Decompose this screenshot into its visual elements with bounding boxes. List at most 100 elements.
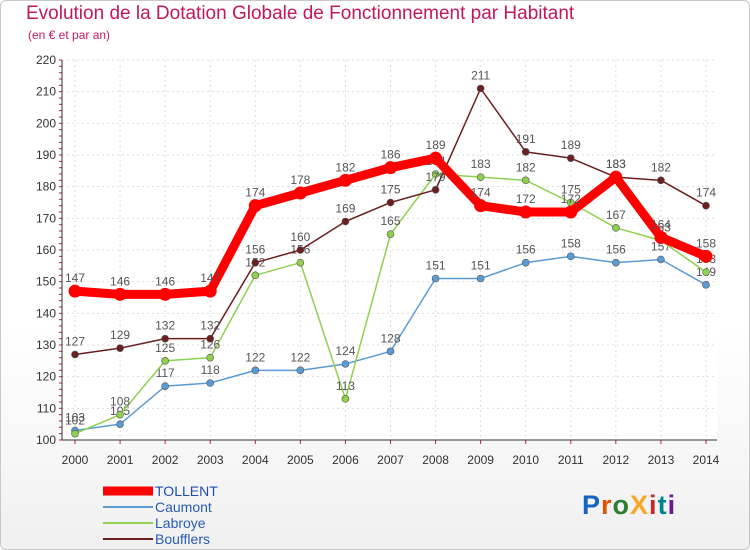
data-label-boufflers: 129 (110, 328, 130, 342)
logo-letter: t (657, 490, 668, 520)
data-label-boufflers: 132 (200, 319, 220, 333)
data-label-labroye: 126 (200, 338, 220, 352)
x-tick-label: 2002 (152, 453, 179, 467)
x-tick-label: 2001 (107, 453, 134, 467)
data-label-labroye: 175 (561, 183, 581, 197)
data-point-tollent (429, 151, 443, 165)
data-label-tollent: 164 (651, 217, 671, 231)
x-tick-label: 2010 (512, 453, 539, 467)
data-point-labroye (116, 410, 124, 419)
data-label-caumont: 156 (606, 243, 626, 257)
data-label-labroye: 102 (65, 414, 85, 428)
data-point-boufflers (341, 217, 350, 226)
data-point-labroye (161, 357, 169, 365)
data-label-caumont: 128 (380, 331, 400, 345)
data-label-tollent: 182 (335, 160, 355, 174)
data-point-caumont (386, 347, 395, 356)
legend-label-labroye: Labroye (155, 515, 206, 531)
y-tick-label: 120 (36, 370, 56, 384)
data-point-caumont (251, 366, 260, 375)
data-label-labroye: 113 (336, 379, 355, 393)
data-point-boufflers (476, 84, 485, 93)
data-point-caumont (657, 255, 665, 264)
chart-title: Evolution de la Dotation Globale de Fonc… (26, 3, 575, 24)
data-point-labroye (386, 230, 395, 238)
data-point-labroye (341, 395, 350, 403)
data-label-labroye: 183 (471, 157, 491, 171)
y-tick-label: 190 (36, 148, 56, 162)
data-label-boufflers: 175 (380, 183, 400, 197)
data-label-boufflers: 182 (651, 160, 671, 174)
data-point-labroye (702, 268, 710, 276)
y-tick-label: 210 (36, 85, 56, 99)
proxiti-logo: ProXiti (582, 490, 676, 521)
y-tick-label: 140 (36, 306, 56, 320)
data-point-labroye (71, 429, 79, 438)
data-label-boufflers: 179 (426, 170, 446, 184)
data-label-boufflers: 132 (155, 319, 175, 333)
data-point-boufflers (386, 198, 395, 207)
data-point-boufflers (251, 258, 260, 267)
data-point-boufflers (71, 350, 79, 359)
data-label-caumont: 103 (65, 411, 85, 425)
data-point-labroye (251, 271, 260, 280)
data-label-tollent: 158 (696, 236, 716, 250)
data-label-caumont: 124 (335, 344, 355, 358)
data-point-caumont (566, 252, 575, 261)
data-point-tollent (474, 199, 488, 213)
logo-letter: i (667, 490, 677, 520)
data-point-boufflers (296, 246, 305, 254)
x-tick-label: 2013 (648, 453, 675, 467)
data-label-caumont: 118 (201, 363, 220, 377)
data-point-tollent (564, 205, 578, 219)
data-point-labroye (431, 170, 440, 178)
data-label-caumont: 117 (156, 366, 175, 380)
data-label-boufflers: 189 (561, 138, 581, 152)
chart-subtitle: (en € et par an) (28, 28, 111, 42)
data-point-caumont (116, 420, 124, 428)
legend-label-boufflers: Boufflers (155, 531, 210, 547)
y-tick-label: 170 (36, 211, 56, 225)
data-label-tollent: 174 (471, 186, 491, 200)
data-point-labroye (296, 258, 305, 267)
logo-letter: X (630, 490, 650, 520)
data-label-boufflers: 169 (335, 202, 355, 216)
y-tick-label: 150 (36, 275, 56, 289)
data-point-boufflers (206, 334, 215, 343)
x-tick-label: 2011 (558, 453, 584, 467)
data-label-labroye: 125 (155, 341, 175, 355)
data-point-tollent (609, 170, 623, 184)
x-tick-label: 2007 (377, 453, 404, 467)
x-tick-label: 2006 (332, 453, 359, 467)
x-tick-label: 2008 (422, 453, 449, 467)
data-point-boufflers (702, 201, 710, 210)
data-point-boufflers (657, 176, 665, 185)
data-point-tollent (384, 161, 397, 175)
y-tick-label: 220 (36, 53, 56, 67)
data-label-tollent: 183 (606, 157, 626, 171)
data-label-tollent: 147 (200, 271, 220, 285)
data-point-caumont (206, 379, 215, 387)
data-point-tollent (293, 186, 307, 200)
y-tick-label: 100 (36, 433, 56, 447)
x-tick-label: 2005 (287, 453, 314, 467)
data-label-boufflers: 183 (606, 157, 626, 171)
x-tick-label: 2012 (603, 453, 630, 467)
logo-letter: i (649, 490, 658, 520)
logo-letter: P (582, 490, 602, 520)
x-tick-label: 2014 (693, 453, 720, 467)
data-point-caumont (521, 258, 530, 267)
data-label-labroye: 167 (606, 208, 626, 222)
data-label-boufflers: 191 (516, 132, 536, 146)
data-label-caumont: 156 (516, 243, 536, 257)
data-point-caumont (341, 360, 350, 368)
data-point-tollent (699, 249, 713, 263)
y-tick-label: 130 (36, 338, 56, 352)
data-label-tollent: 174 (245, 186, 265, 200)
data-label-labroye: 108 (110, 395, 130, 409)
data-point-caumont (702, 281, 710, 289)
data-point-labroye (206, 353, 215, 362)
data-label-boufflers: 127 (65, 335, 85, 349)
logo-letter: r (601, 490, 613, 520)
